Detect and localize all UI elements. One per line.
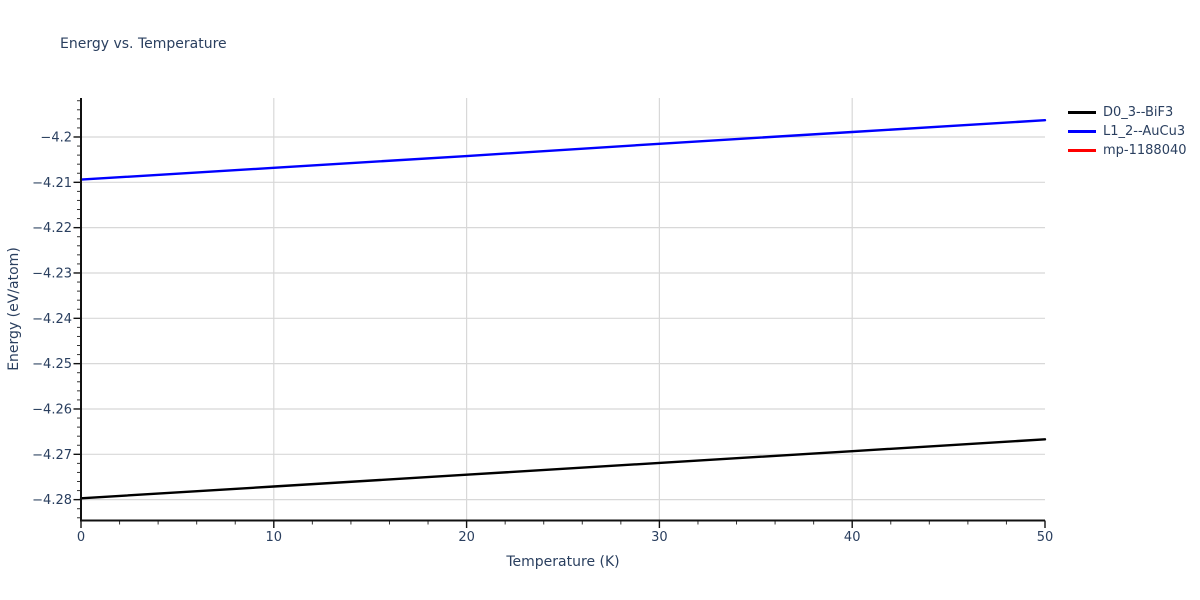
legend-line-swatch <box>1068 149 1096 152</box>
legend-item-l1_2-aucu3: L1_2--AuCu3 <box>1068 122 1187 141</box>
y-tick-label: −4.27 <box>32 448 72 463</box>
series-line-L1_2--AuCu3 <box>79 119 1047 181</box>
x-tick-label: 30 <box>651 530 668 545</box>
x-axis-title: Temperature (K) <box>506 554 620 570</box>
legend-line-swatch <box>1068 111 1096 114</box>
legend-label: mp-1188040 <box>1103 143 1187 158</box>
x-tick-label: 0 <box>77 530 85 545</box>
legend-item-d0_3-bif3: D0_3--BiF3 <box>1068 103 1187 122</box>
x-tick-label: 50 <box>1037 530 1054 545</box>
y-tick-label: −4.26 <box>32 402 72 417</box>
series-line-D0_3--BiF3 <box>79 438 1047 500</box>
y-tick-label: −4.23 <box>32 266 72 281</box>
y-tick-label: −4.22 <box>32 221 72 236</box>
legend-label: D0_3--BiF3 <box>1103 105 1174 120</box>
x-tick-label: 10 <box>266 530 283 545</box>
y-tick-label: −4.28 <box>32 493 72 508</box>
y-tick-label: −4.2 <box>40 130 72 145</box>
y-tick-label: −4.24 <box>32 312 72 327</box>
chart-title: Energy vs. Temperature <box>60 36 227 52</box>
y-tick-label: −4.25 <box>32 357 72 372</box>
x-tick-label: 20 <box>458 530 475 545</box>
legend-item-mp-1188040: mp-1188040 <box>1068 141 1187 160</box>
legend-line-swatch <box>1068 130 1096 133</box>
x-tick-label: 40 <box>844 530 861 545</box>
legend: D0_3--BiF3 L1_2--AuCu3 mp-1188040 <box>1068 103 1187 160</box>
y-tick-label: −4.21 <box>32 176 72 191</box>
legend-label: L1_2--AuCu3 <box>1103 124 1186 139</box>
